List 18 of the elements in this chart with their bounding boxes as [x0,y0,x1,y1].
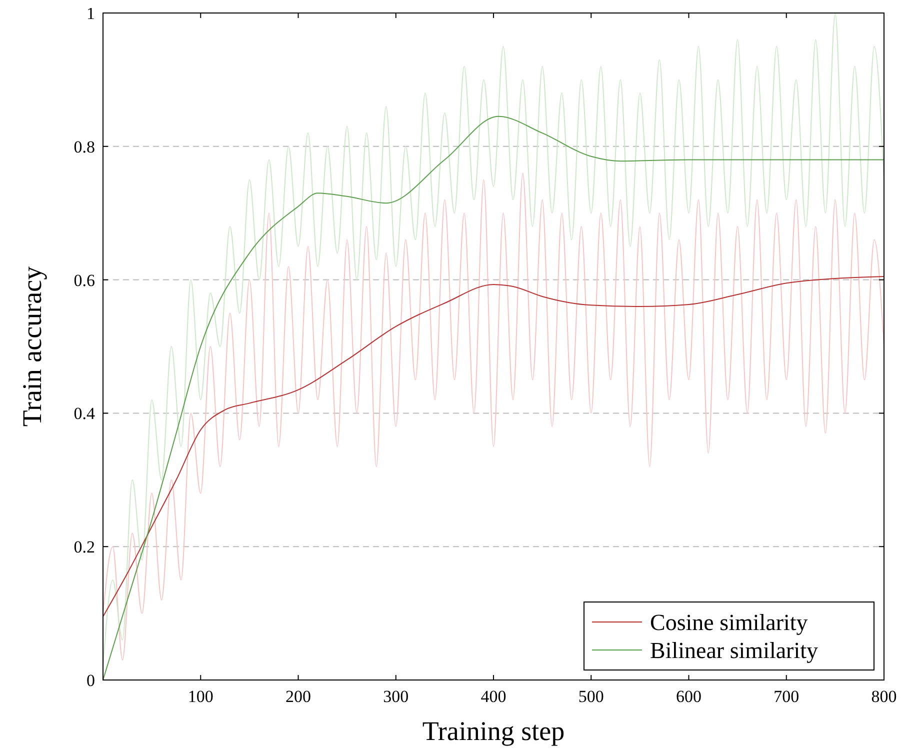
x-tick-label: 400 [480,687,506,706]
y-tick-label: 0 [86,670,95,690]
x-tick-label: 200 [286,687,311,706]
x-tick-label: 800 [871,687,897,706]
x-axis-title: Training step [422,716,565,746]
y-tick-label: 1 [86,4,95,23]
x-tick-label: 300 [383,687,409,706]
y-tick-label: 0.6 [74,270,95,290]
y-tick-label: 0.8 [74,137,95,156]
y-axis-title: Train accuracy [17,266,47,427]
y-tick-label: 0.4 [74,404,96,424]
x-tick-label: 700 [774,687,800,706]
legend-label: Bilinear similarity [650,638,818,664]
x-tick-label: 600 [676,687,702,706]
legend-label: Cosine similarity [650,610,808,636]
x-tick-label: 100 [188,687,214,706]
y-tick-label: 0.2 [74,538,95,557]
x-tick-label: 500 [578,687,604,706]
